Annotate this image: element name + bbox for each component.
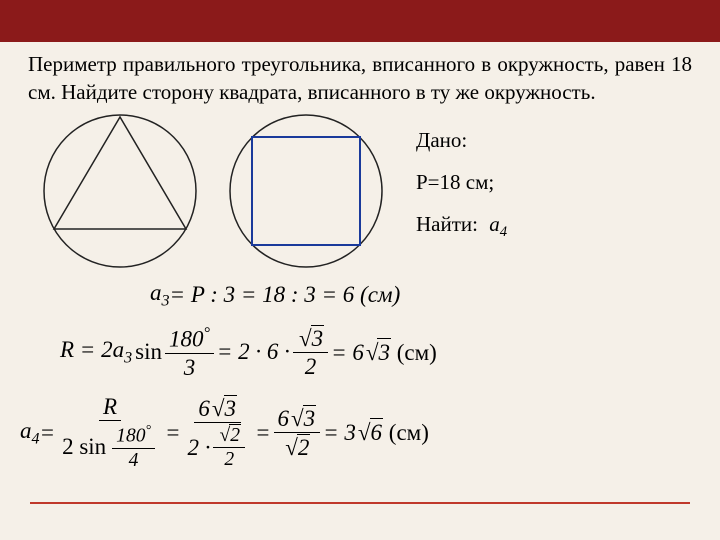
- f2-sin: sin: [135, 338, 162, 366]
- header-bar: [0, 0, 720, 42]
- given-perimeter: P=18 см;: [416, 161, 507, 203]
- formulas-block: a3 = P : 3 = 18 : 3 = 6 (см) R = 2a3 sin…: [0, 271, 720, 472]
- find-sub: 4: [500, 224, 507, 240]
- find-var: a: [489, 212, 500, 236]
- f3-fracA: R 2 sin 180° 4: [58, 394, 162, 472]
- find-label: Найти:: [416, 212, 478, 236]
- f3-eq1: =: [40, 419, 56, 447]
- circle-1: [44, 115, 196, 267]
- problem-statement: Периметр правильного треугольника, вписа…: [0, 42, 720, 111]
- diagram-square-in-circle: [226, 111, 386, 271]
- diagram-triangle-in-circle: [40, 111, 200, 271]
- f2-frac1: 180° 3: [165, 325, 214, 380]
- diagram-row: Дано: P=18 см; Найти: a4: [0, 111, 720, 271]
- inscribed-square: [252, 137, 360, 245]
- f2-tail: = 63 (см): [331, 338, 437, 367]
- f3-eq2: =: [165, 419, 181, 447]
- f1-lhs-var: a: [150, 280, 162, 305]
- f3-tail: = 36 (см): [323, 418, 429, 447]
- formula-a3: a3 = P : 3 = 18 : 3 = 6 (см): [150, 279, 720, 311]
- f3-lhs: a4: [20, 417, 40, 449]
- formula-R: R = 2a3 sin 180° 3 = 2 · 6 · 3 2 = 63 (с…: [60, 325, 720, 380]
- f3-eq3: =: [255, 419, 271, 447]
- f1-lhs-sub: 3: [162, 292, 170, 309]
- given-label: Дано:: [416, 119, 507, 161]
- inscribed-triangle: [54, 117, 186, 229]
- f2-lhs: R = 2a3: [60, 336, 132, 368]
- find-line: Найти: a4: [416, 203, 507, 248]
- f3-fracB: 63 2 · 2 2: [183, 395, 252, 471]
- f2-frac2: 3 2: [293, 325, 328, 380]
- given-block: Дано: P=18 см; Найти: a4: [386, 111, 507, 248]
- f3-fracC: 63 2: [274, 405, 321, 461]
- formula-a4: a4 = R 2 sin 180° 4 = 63 2 · 2 2: [20, 394, 720, 472]
- bottom-underline: [30, 502, 690, 504]
- f1-rhs: = P : 3 = 18 : 3 = 6 (см): [170, 281, 401, 309]
- f2-mid: = 2 · 6 ·: [217, 338, 290, 366]
